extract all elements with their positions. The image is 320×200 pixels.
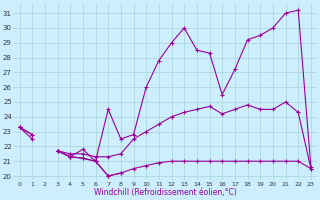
X-axis label: Windchill (Refroidissement éolien,°C): Windchill (Refroidissement éolien,°C): [94, 188, 236, 197]
